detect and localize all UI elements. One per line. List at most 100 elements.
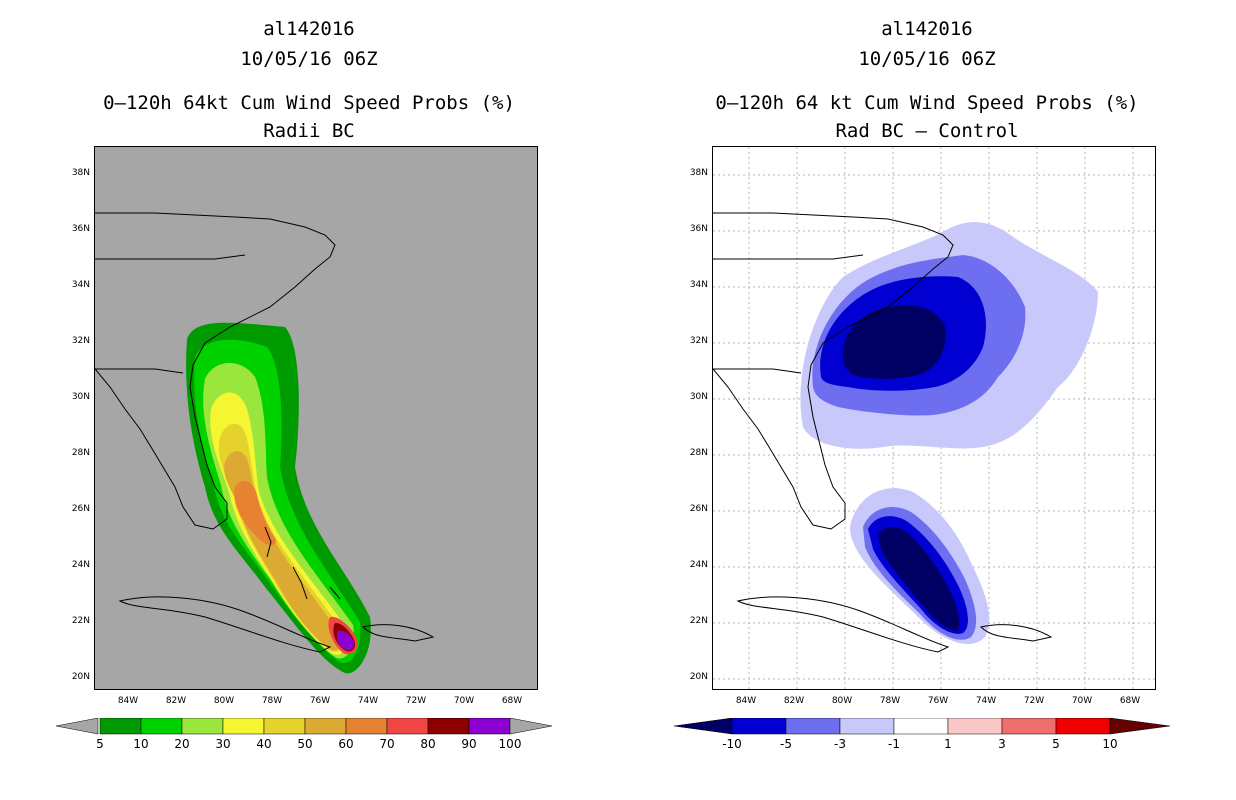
right-map-svg — [712, 147, 1155, 689]
right-storm-id: al142016 — [881, 18, 973, 40]
left-colorbar — [56, 718, 553, 735]
right-lon-label: 78W — [879, 696, 901, 706]
left-lat-label: 24N — [71, 560, 90, 570]
bahamas-1 — [264, 526, 272, 558]
right-lat-label: 24N — [689, 560, 708, 570]
us-coast — [94, 212, 336, 530]
cuba — [736, 596, 950, 653]
right-lon-label: 82W — [783, 696, 805, 706]
left-lat-label: 20N — [71, 672, 90, 682]
left-colorbar-label: 30 — [215, 737, 231, 751]
left-lat-label: 38N — [71, 168, 90, 178]
right-lon-label: 72W — [1023, 696, 1045, 706]
left-colorbar-label: 90 — [461, 737, 477, 751]
left-lat-label: 32N — [71, 336, 90, 346]
left-lon-label: 84W — [117, 696, 139, 706]
right-subtitle: Rad BC – Control — [835, 120, 1019, 142]
left-lat-label: 26N — [71, 504, 90, 514]
left-cbar-swatch — [181, 718, 224, 735]
left-storm-id: al142016 — [263, 18, 355, 40]
right-colorbar-high-end — [1109, 718, 1171, 735]
left-map-svg — [94, 212, 435, 674]
left-cbar-swatch — [99, 718, 142, 735]
right-cbar-swatch — [1055, 718, 1111, 735]
right-cbar-swatch — [947, 718, 1003, 735]
right-colorbar — [674, 718, 1171, 735]
right-panel: al142016 10/05/16 06Z 0–120h 64 kt Cum W… — [618, 0, 1236, 800]
left-lat-label: 30N — [71, 392, 90, 402]
right-lon-label: 84W — [735, 696, 757, 706]
left-cbar-swatch — [468, 718, 511, 735]
right-lat-label: 38N — [689, 168, 708, 178]
left-lon-label: 70W — [453, 696, 475, 706]
left-subtitle: Radii BC — [263, 120, 355, 142]
left-lon-label: 72W — [405, 696, 427, 706]
right-colorbar-label: 1 — [944, 737, 952, 751]
left-lon-label: 80W — [213, 696, 235, 706]
diff-south-minus10 — [878, 526, 960, 631]
left-lon-label: 82W — [165, 696, 187, 706]
right-lat-label: 36N — [689, 224, 708, 234]
right-lon-label: 68W — [1119, 696, 1141, 706]
left-panel: al142016 10/05/16 06Z 0–120h 64kt Cum Wi… — [56, 18, 553, 751]
left-colorbar-label: 20 — [174, 737, 190, 751]
right-lat-label: 32N — [689, 336, 708, 346]
left-cbar-swatch — [222, 718, 265, 735]
right-lat-label: 28N — [689, 448, 708, 458]
left-cbar-swatch — [304, 718, 347, 735]
right-date: 10/05/16 06Z — [858, 48, 996, 70]
state-line-2 — [95, 368, 184, 374]
left-cbar-swatch — [345, 718, 388, 735]
hispaniola — [362, 624, 435, 642]
bahamas-2 — [292, 566, 308, 600]
right-lon-label: 74W — [975, 696, 997, 706]
left-colorbar-label: 50 — [297, 737, 313, 751]
left-colorbar-high-end — [509, 718, 553, 735]
left-colorbar-label: 5 — [96, 737, 104, 751]
us-coast — [712, 212, 954, 530]
right-colorbar-label: 5 — [1052, 737, 1060, 751]
right-cbar-swatch — [1001, 718, 1057, 735]
left-colorbar-low-end — [56, 718, 99, 735]
left-colorbar-label: 80 — [420, 737, 436, 751]
state-line-1 — [713, 254, 864, 260]
left-lat-label: 22N — [71, 616, 90, 626]
left-colorbar-label: 40 — [256, 737, 272, 751]
right-lat-label: 26N — [689, 504, 708, 514]
right-cbar-swatch — [839, 718, 895, 735]
left-colorbar-label: 60 — [338, 737, 354, 751]
right-cbar-swatch — [731, 718, 787, 735]
left-lat-label: 36N — [71, 224, 90, 234]
right-lat-label: 30N — [689, 392, 708, 402]
left-lon-label: 78W — [261, 696, 283, 706]
right-lat-label: 20N — [689, 672, 708, 682]
right-colorbar-label: -10 — [722, 737, 742, 751]
right-colorbar-label: -3 — [834, 737, 846, 751]
left-lat-label: 28N — [71, 448, 90, 458]
right-colorbar-label: 3 — [998, 737, 1006, 751]
right-cbar-swatch — [785, 718, 841, 735]
left-lat-label: 34N — [71, 280, 90, 290]
right-colorbar-label: 10 — [1102, 737, 1118, 751]
left-cbar-swatch — [263, 718, 306, 735]
right-lat-label: 22N — [689, 616, 708, 626]
left-colorbar-label: 100 — [498, 737, 522, 751]
left-cbar-swatch — [140, 718, 183, 735]
left-date: 10/05/16 06Z — [240, 48, 378, 70]
diff-north-minus10 — [842, 305, 946, 379]
left-lon-label: 74W — [357, 696, 379, 706]
bahamas-3 — [329, 586, 341, 600]
right-map — [712, 146, 1156, 690]
left-colorbar-label: 10 — [133, 737, 149, 751]
cuba — [118, 596, 332, 653]
right-title: 0–120h 64 kt Cum Wind Speed Probs (%) — [715, 92, 1139, 114]
right-lat-label: 34N — [689, 280, 708, 290]
right-colorbar-label: -1 — [888, 737, 900, 751]
left-colorbar-label: 70 — [379, 737, 395, 751]
right-colorbar-label: -5 — [780, 737, 792, 751]
left-lon-label: 68W — [501, 696, 523, 706]
left-title: 0–120h 64kt Cum Wind Speed Probs (%) — [103, 92, 515, 114]
left-lon-label: 76W — [309, 696, 331, 706]
prob-90 — [336, 630, 354, 651]
left-cbar-swatch — [386, 718, 429, 735]
